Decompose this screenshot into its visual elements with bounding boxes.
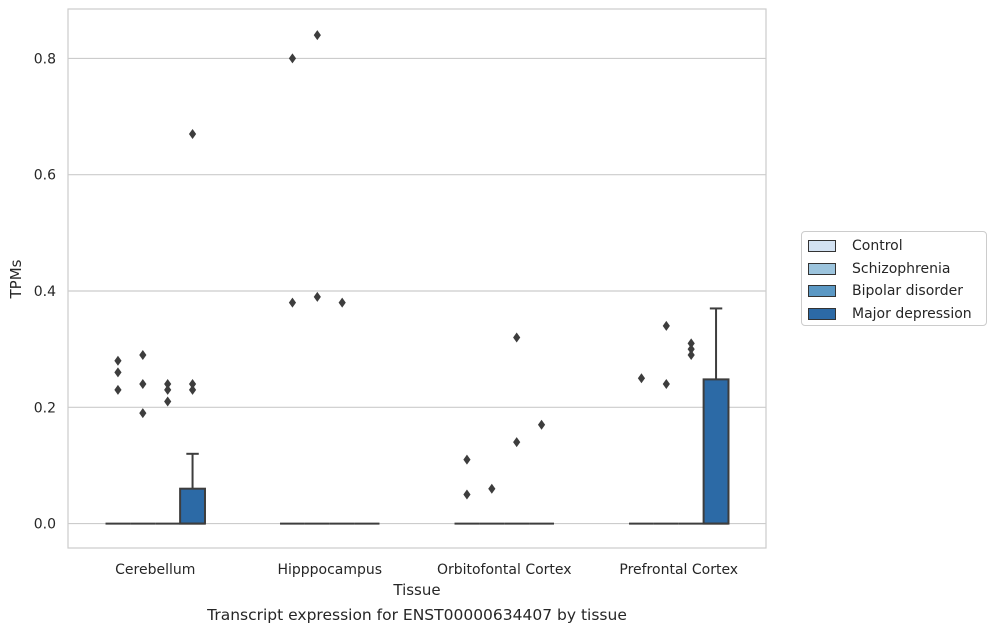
box-plot-chart: 0.0 0.2 0.4 0.6 0.8 Cerebellum Hipppocampus Or…	[7, 8, 767, 599]
outlier-point	[139, 408, 147, 419]
outlier-point	[164, 379, 172, 390]
box-2-2	[504, 332, 530, 525]
outlier-point	[662, 320, 670, 331]
plot-marks	[105, 30, 730, 525]
y-tick-label: 0.6	[34, 168, 56, 184]
x-tick-labels: Cerebellum Hipppocampus Orbitofontal Corte…	[115, 562, 738, 578]
box-3-2	[529, 419, 554, 525]
plot-frame	[67, 8, 767, 549]
box-1-3	[653, 320, 679, 525]
outlier-point	[139, 349, 147, 360]
outlier-point	[164, 384, 172, 395]
x-tick-label: Hipppocampus	[277, 562, 382, 578]
outlier-point	[288, 297, 297, 308]
outlier-point	[188, 129, 197, 140]
legend-label: Major depression	[852, 305, 972, 322]
outlier-point	[488, 483, 496, 494]
legend-swatch	[808, 285, 836, 298]
box	[179, 487, 206, 525]
outlier-point	[164, 396, 172, 407]
y-tick-label: 0.8	[34, 51, 56, 67]
legend-label: Control	[852, 238, 903, 255]
box-1-1	[304, 30, 330, 525]
outlier-point	[687, 344, 695, 355]
outlier-point	[188, 379, 197, 390]
legend-item: Control	[808, 235, 986, 258]
x-tick-label: Prefrontal Cortex	[619, 562, 738, 578]
box-1-2	[479, 483, 505, 525]
figure-caption: Transcript expression for ENST0000063440…	[207, 606, 627, 624]
outlier-point	[687, 349, 695, 360]
box-2-3	[678, 338, 704, 525]
legend-item: Major depression	[808, 303, 986, 326]
box-2-0	[155, 379, 181, 525]
x-tick-label: Orbitofontal Cortex	[437, 562, 572, 578]
box-0-0	[105, 355, 131, 525]
outlier-point	[513, 437, 521, 448]
y-tick-labels: 0.0 0.2 0.4 0.6 0.8	[34, 51, 56, 532]
outlier-point	[114, 355, 122, 366]
box-1-0	[130, 349, 156, 525]
outlier-point	[313, 30, 321, 41]
box-0-1	[280, 53, 305, 525]
legend-label: Schizophrenia	[852, 260, 951, 277]
outlier-point	[188, 384, 197, 395]
legend-swatch	[808, 307, 836, 320]
outlier-point	[687, 338, 695, 349]
box-3-0	[179, 129, 206, 525]
outlier-point	[313, 291, 321, 302]
box-0-2	[454, 454, 480, 525]
y-axis-label: TPMs	[7, 259, 25, 299]
box	[702, 378, 730, 525]
legend-swatch	[808, 262, 836, 275]
y-tick-label: 0.2	[34, 400, 56, 416]
x-tick-label: Cerebellum	[115, 562, 195, 578]
outlier-point	[139, 379, 147, 390]
outlier-point	[637, 373, 646, 384]
outlier-point	[463, 489, 471, 500]
legend-label: Bipolar disorder	[852, 283, 964, 300]
outlier-point	[288, 53, 297, 64]
x-axis-label: Tissue	[392, 581, 440, 599]
box-0-3	[629, 373, 654, 525]
y-tick-label: 0.4	[34, 284, 56, 300]
legend-item: Schizophrenia	[808, 258, 986, 281]
outlier-point	[662, 379, 670, 390]
y-tick-label: 0.0	[34, 517, 56, 533]
outlier-point	[537, 419, 546, 430]
outlier-point	[114, 367, 122, 378]
outlier-point	[338, 297, 346, 308]
box-3-3	[702, 307, 730, 525]
legend-item: Bipolar disorder	[808, 280, 986, 303]
outlier-point	[114, 384, 122, 395]
box-2-1	[329, 297, 355, 525]
gridlines	[68, 57, 766, 525]
outlier-point	[463, 454, 471, 465]
outlier-point	[513, 332, 521, 343]
legend: Control Schizophrenia Bipolar disorder Majo…	[801, 231, 987, 326]
legend-swatch	[808, 240, 836, 253]
